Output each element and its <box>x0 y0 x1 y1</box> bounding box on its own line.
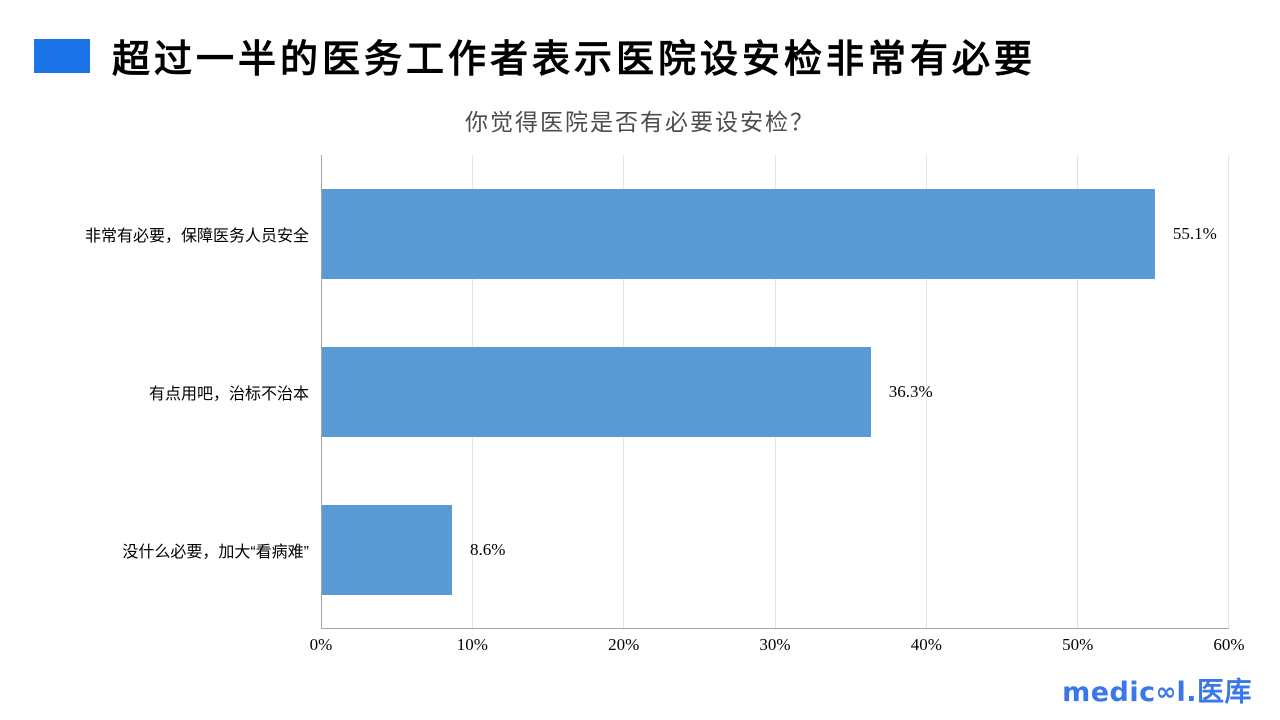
logo-text-pre: medic <box>1062 677 1156 708</box>
medicool-logo: medic∞l.医库 <box>1062 670 1252 709</box>
title-accent-square <box>34 38 90 73</box>
logo-text-cjk: .医库 <box>1186 677 1252 708</box>
x-axis-ticks: 0% 10% 20% 30% 40% 50% 60% <box>310 635 1245 657</box>
gridline <box>925 155 927 628</box>
category-label: 没什么必要，加大“看病难” <box>122 544 309 561</box>
category-label: 非常有必要，保障医务人员安全 <box>84 228 309 245</box>
page-title: 超过一半的医务工作者表示医院设安检非常有必要 <box>112 39 1037 81</box>
x-tick-label: 40% <box>910 635 942 654</box>
bar-row: 55.1% <box>322 155 1229 313</box>
bar-value-label: 55.1% <box>1172 224 1217 243</box>
page-header: 超过一半的医务工作者表示医院设安检非常有必要 <box>34 28 1036 83</box>
bar-value-label: 8.6% <box>470 540 506 559</box>
gridline <box>1076 155 1078 628</box>
logo-infinity-glyph: ∞ <box>1155 677 1177 706</box>
category-label: 有点用吧，治标不治本 <box>148 386 309 403</box>
plot-area: 55.1% 36.3% 8.6% <box>321 155 1229 629</box>
x-tick-label: 20% <box>608 635 640 654</box>
bar <box>322 189 1155 279</box>
bar-row: 36.3% <box>322 313 1229 471</box>
chart-title: 你觉得医院是否有必要设安检？ <box>465 109 815 135</box>
x-tick-label: 0% <box>309 635 333 654</box>
x-tick-label: 50% <box>1062 635 1094 654</box>
x-tick-label: 10% <box>456 635 488 654</box>
bar-value-label: 36.3% <box>888 382 933 401</box>
bar <box>322 347 871 437</box>
bar-row: 8.6% <box>322 471 1229 629</box>
category-axis: 非常有必要，保障医务人员安全 有点用吧，治标不治本 没什么必要，加大“看病难” <box>0 155 309 629</box>
bar <box>322 505 452 595</box>
gridline <box>1228 155 1229 628</box>
x-tick-label: 30% <box>759 635 791 654</box>
logo-text-post: l <box>1176 677 1187 708</box>
x-tick-label: 60% <box>1213 635 1245 654</box>
